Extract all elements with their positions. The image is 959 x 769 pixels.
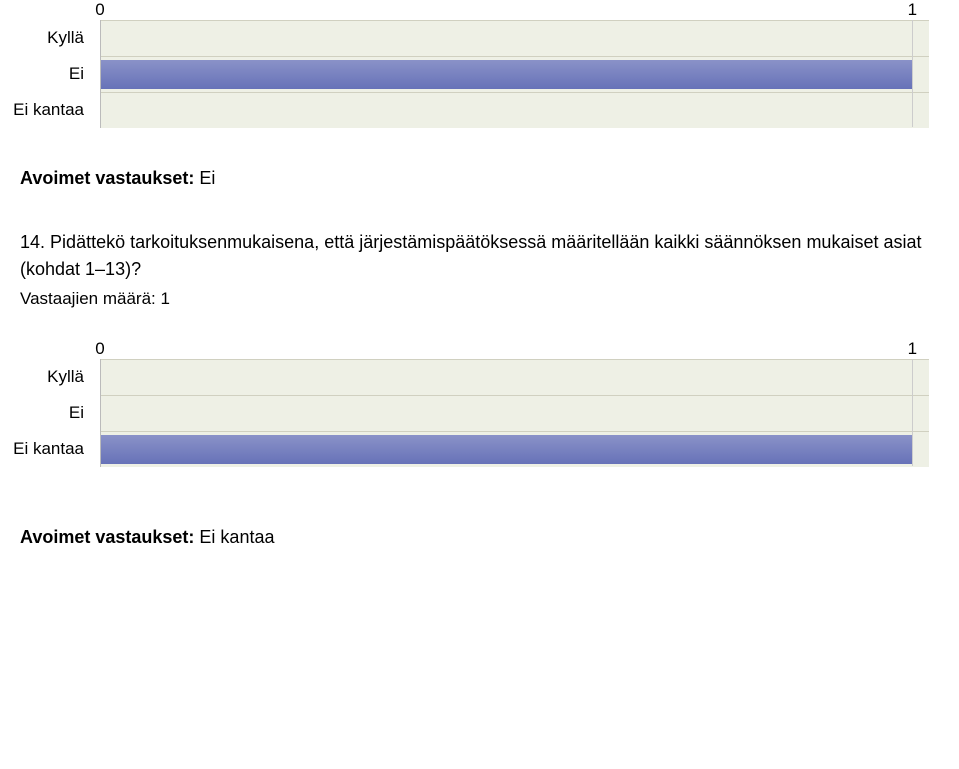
chart-2-label-1: Ei [0,395,92,431]
chart-1-tick-1: 1 [908,0,917,20]
chart-1: 0 1 Kyllä Ei Ei kantaa [0,0,929,128]
chart-1-axis: 0 1 [100,0,929,20]
open-answers-1: Avoimet vastaukset: Ei [20,168,959,189]
question-14: 14. Pidättekö tarkoituksenmukaisena, ett… [20,229,939,283]
chart-2-axis: 0 1 [100,339,929,359]
chart-1-tick-0: 0 [95,0,104,20]
open-answers-1-prefix: Avoimet vastaukset: [20,168,194,188]
chart-1-bar-1 [101,60,912,89]
chart-2: 0 1 Kyllä Ei Ei kantaa [0,339,929,467]
chart-1-track-1 [101,56,929,92]
open-answers-2-prefix: Avoimet vastaukset: [20,527,194,547]
chart-1-label-0: Kyllä [0,20,92,56]
chart-2-bars [100,359,929,467]
chart-2-label-0: Kyllä [0,359,92,395]
question-14-text: Pidättekö tarkoituksenmukaisena, että jä… [20,232,922,279]
chart-2-tick-1: 1 [908,339,917,359]
chart-2-tick-0: 0 [95,339,104,359]
respondent-count-label: Vastaajien määrä: [20,289,156,308]
chart-2-track-0 [101,359,929,395]
chart-1-label-2: Ei kantaa [0,92,92,128]
chart-1-label-1: Ei [0,56,92,92]
chart-1-area: Kyllä Ei Ei kantaa [0,20,929,128]
chart-2-track-1 [101,395,929,431]
chart-2-track-2 [101,431,929,467]
chart-2-label-2: Ei kantaa [0,431,92,467]
open-answers-2: Avoimet vastaukset: Ei kantaa [20,527,959,548]
chart-1-track-0 [101,20,929,56]
respondent-count-value: 1 [161,289,170,308]
question-14-number: 14. [20,232,45,252]
chart-1-bars [100,20,929,128]
open-answers-2-value: Ei kantaa [199,527,274,547]
open-answers-1-value: Ei [199,168,215,188]
chart-2-area: Kyllä Ei Ei kantaa [0,359,929,467]
chart-2-bar-2 [101,435,912,464]
chart-1-gridline-1 [912,20,913,127]
chart-2-gridline-1 [912,359,913,466]
respondent-count-14: Vastaajien määrä: 1 [20,289,959,309]
chart-1-labels: Kyllä Ei Ei kantaa [0,20,100,128]
chart-1-track-2 [101,92,929,128]
chart-2-labels: Kyllä Ei Ei kantaa [0,359,100,467]
